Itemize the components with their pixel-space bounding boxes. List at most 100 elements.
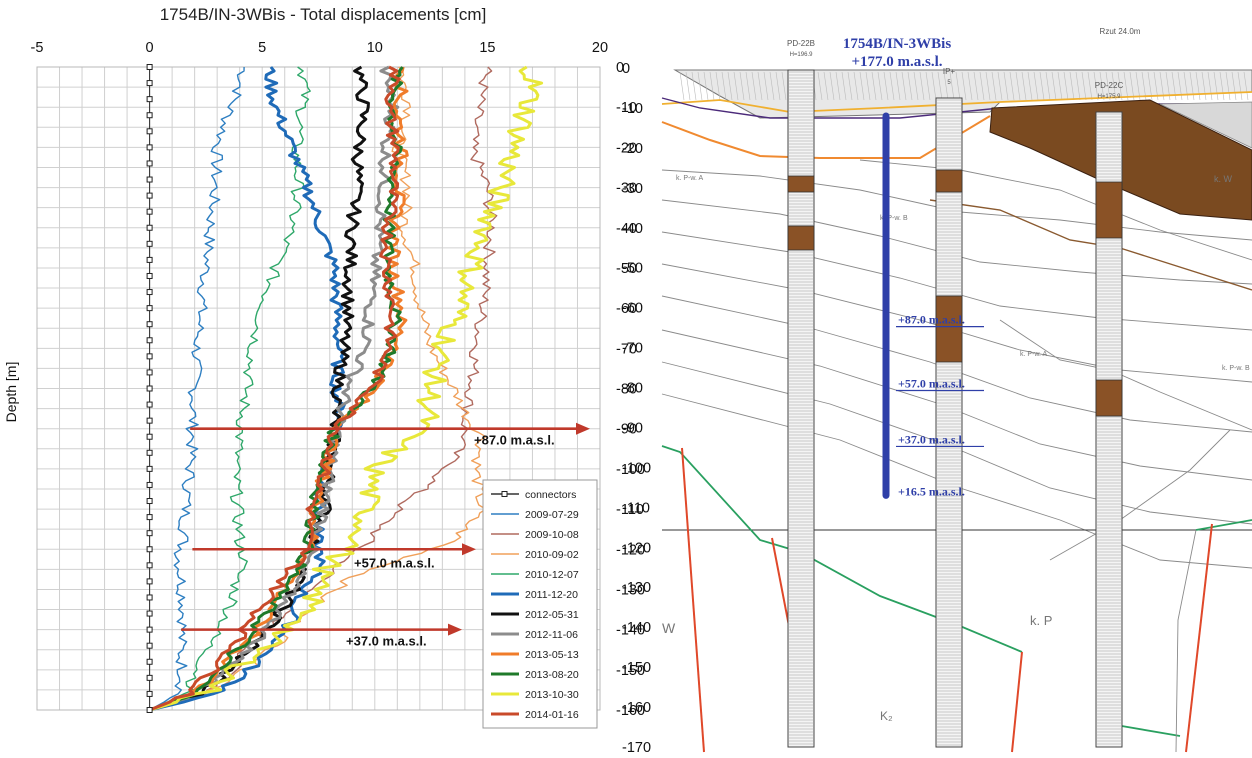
legend-entry: 2013-08-20 <box>525 669 579 681</box>
x-tick-label: 15 <box>479 40 495 56</box>
y-tick-label: -90 <box>616 422 637 438</box>
surface-hatch <box>685 71 691 101</box>
surface-hatch <box>763 71 769 101</box>
legend-entry: 2010-12-07 <box>525 569 579 581</box>
fault-line <box>1185 523 1213 753</box>
connector-marker <box>146 192 153 199</box>
level-annotations: +87.0 m.a.s.l. +57.0 m.a.s.l. +37.0 m.a.s.… <box>181 422 590 649</box>
connector-marker <box>146 305 153 312</box>
series-line-2011-12-20 <box>149 66 346 712</box>
surface-hatch <box>1117 71 1123 101</box>
yellow-boundary <box>661 91 1252 113</box>
surface-hatch <box>955 71 961 101</box>
x-tick-label: 10 <box>367 40 383 56</box>
surface-hatch <box>979 71 985 101</box>
surface-hatch <box>1093 71 1099 101</box>
y-tick-label: -160 <box>616 703 645 719</box>
connector-marker <box>146 160 153 167</box>
connector-marker <box>146 208 153 215</box>
level-arrow-head <box>448 623 462 636</box>
surface-hatch <box>1069 71 1075 101</box>
surface-hatch <box>997 71 1003 101</box>
surface-hatch <box>847 71 853 101</box>
surface-hatch <box>697 71 703 101</box>
surface-hatch <box>889 71 895 101</box>
legend-marker <box>501 491 508 497</box>
surface-hatch <box>1123 71 1129 101</box>
section-subtitle: +177.0 m.a.s.l. <box>851 54 942 70</box>
series-lines <box>149 65 544 712</box>
surface-hatch <box>1021 71 1027 101</box>
surface-hatch <box>1063 71 1069 101</box>
surface-hatch <box>1057 71 1063 101</box>
section-y-tick-label: -30 <box>622 181 643 197</box>
y-tick-label: -130 <box>616 582 645 598</box>
section-y-tick-label: -140 <box>622 620 651 636</box>
legend-box <box>482 479 598 729</box>
connector-marker <box>146 562 153 569</box>
surface-hatch <box>835 71 841 101</box>
surface-hatch <box>907 71 913 101</box>
surface-hatch <box>769 71 775 101</box>
series-line-2013-08-20 <box>149 66 404 712</box>
borehole-sublabel: 5 <box>947 80 951 86</box>
fault-line <box>1011 651 1023 753</box>
connector-marker <box>146 433 153 440</box>
surface-hatch <box>733 71 739 101</box>
green-boundary <box>661 445 1023 653</box>
surface-hatch <box>751 71 757 101</box>
connector-marker <box>146 417 153 424</box>
series-line-2012-11-06 <box>149 65 400 712</box>
connector-marker <box>146 385 153 392</box>
surface-hatch <box>991 71 997 101</box>
surface-hatch <box>1105 71 1111 101</box>
stratum-line <box>661 295 1252 433</box>
surface-hatch <box>1009 71 1015 101</box>
surface-hatch <box>937 71 943 101</box>
y-tick-label: -30 <box>616 181 637 197</box>
y-tick-label: -150 <box>616 663 645 679</box>
y-tick-labels: 0-10-20-30-40-50-60-70-80-90-100-110-120… <box>616 60 645 719</box>
level-marker-label: +87.0 m.a.s.l. <box>898 313 965 327</box>
y-axis-label: Depth [m] <box>3 362 19 423</box>
green-boundary <box>1195 519 1252 531</box>
connector-marker <box>146 674 153 681</box>
surface-hatch <box>1195 71 1201 101</box>
connector-marker <box>146 128 153 135</box>
x-tick-labels: -5 0 5 10 15 20 <box>31 40 609 56</box>
y-tick-label: -110 <box>616 502 644 518</box>
surface-hatch <box>1243 71 1249 101</box>
section-label: k. P-w. B <box>1222 365 1250 372</box>
surface-hatch <box>739 71 745 101</box>
stratum-line <box>1049 429 1231 561</box>
surface-hatch <box>1045 71 1051 101</box>
surface-hatch <box>967 71 973 101</box>
connector-marker <box>146 176 153 183</box>
level-marker-label: +16.5 m.a.s.l. <box>898 484 965 498</box>
section-y-tick-label: -100 <box>622 460 651 476</box>
surface-hatch <box>715 71 721 101</box>
level-label: +57.0 m.a.s.l. <box>354 555 435 570</box>
connector-marker <box>146 578 153 585</box>
connector-marker <box>146 465 153 472</box>
surface-hatch <box>721 71 727 101</box>
surface-hatch <box>691 71 697 101</box>
connector-marker <box>146 594 153 601</box>
section-y-tick-label: -50 <box>622 261 643 277</box>
borehole-brown-layer <box>1095 379 1123 417</box>
surface-hatch <box>1039 71 1045 101</box>
section-y-tick-label: -90 <box>622 420 643 436</box>
connector-marker <box>146 321 153 328</box>
connector-marker <box>146 481 153 488</box>
legend-entry: connectors <box>525 489 576 501</box>
section-label: k. P-w. A <box>1020 351 1048 358</box>
section-y-tick-labels: 0 -10 -20 -30 -40 -50 -60 -70 -80 -90 -100 -110 -120… <box>622 61 651 756</box>
y-tick-label: -120 <box>616 542 645 558</box>
connector-marker <box>146 369 153 376</box>
surface-hatch <box>913 71 919 101</box>
surface-hatch <box>1237 71 1243 101</box>
connector-marker <box>146 272 153 279</box>
y-tick-label: -20 <box>616 140 637 156</box>
legend-entry: 2013-05-13 <box>525 649 579 661</box>
section-y-tick-label: 0 <box>622 61 630 77</box>
